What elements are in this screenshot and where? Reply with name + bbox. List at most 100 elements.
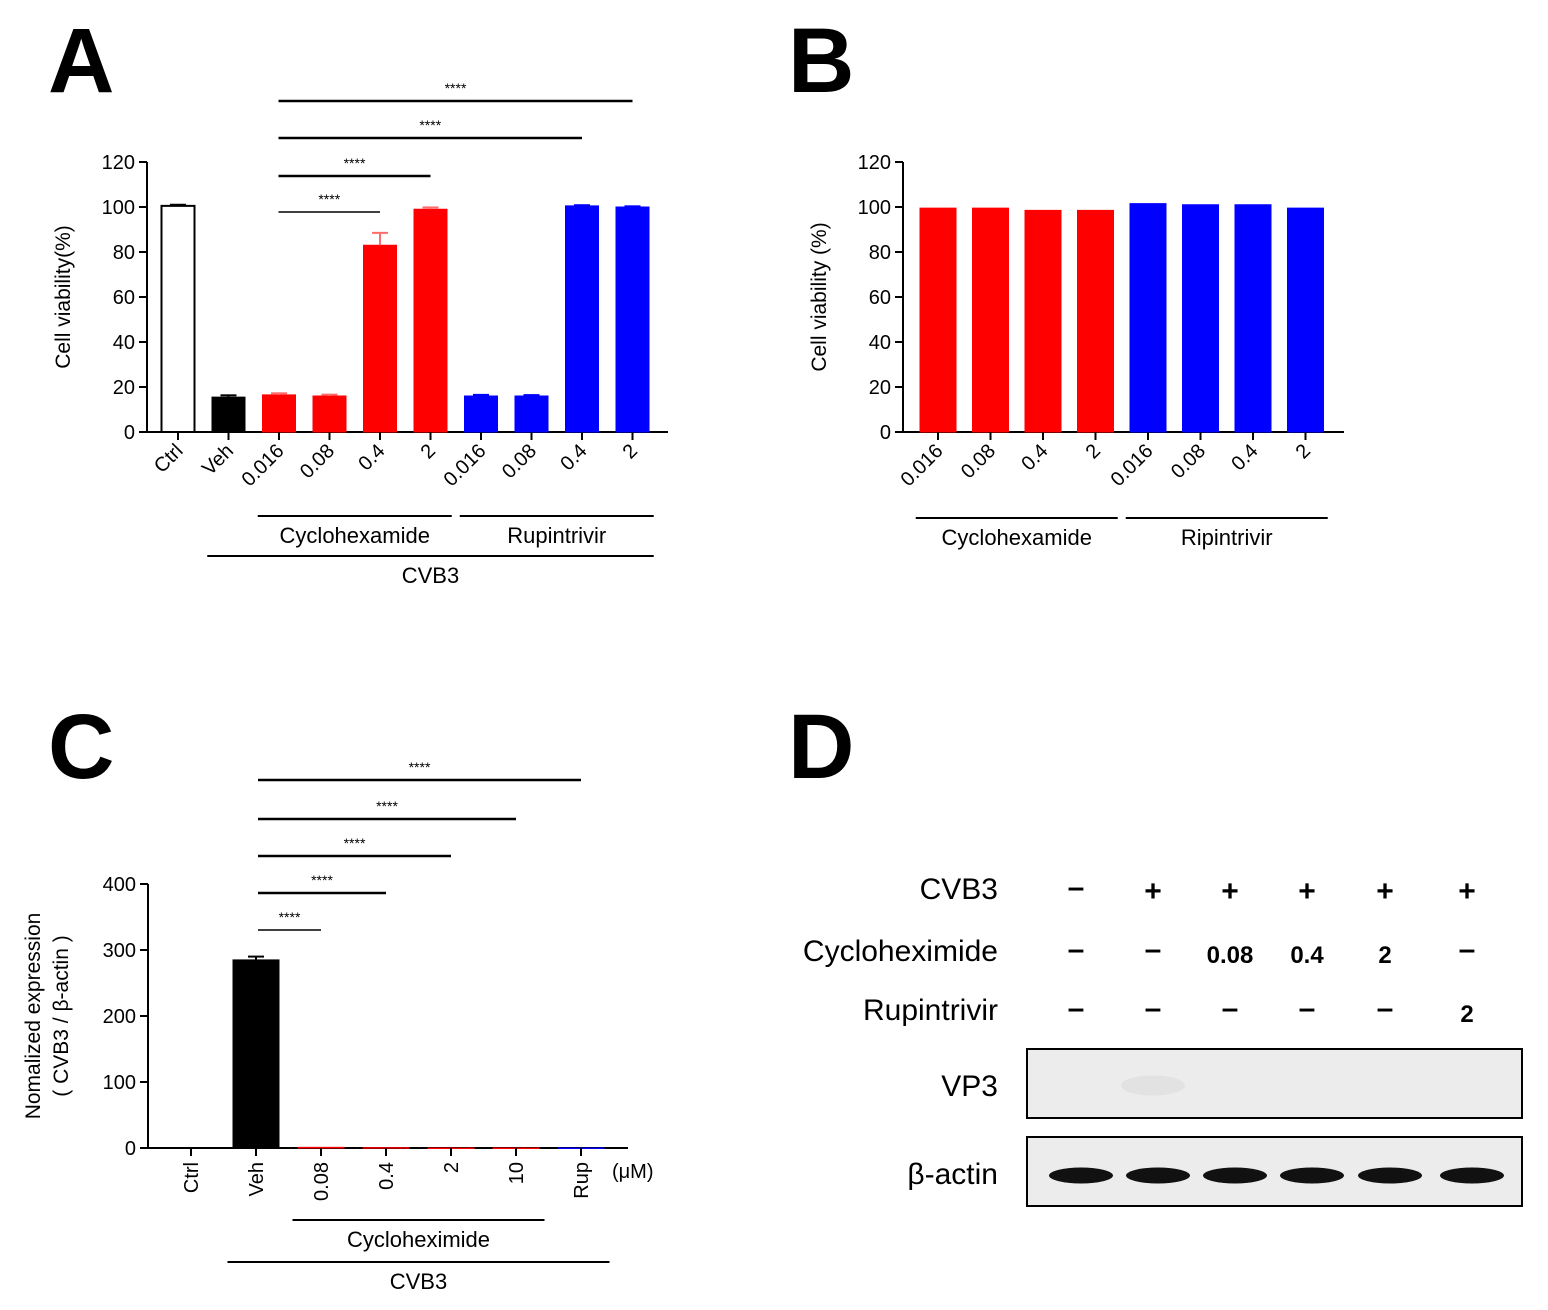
panel-letter-d: D	[788, 696, 854, 798]
x-tick-label: 0.016	[897, 440, 948, 491]
group-label: Cyclohexamide	[280, 523, 430, 548]
x-tick-label: 2	[441, 1162, 463, 1173]
treatment-value: –	[1068, 871, 1085, 904]
blot-band	[1049, 1167, 1113, 1184]
x-tick-label: Ctrl	[150, 440, 188, 478]
bar	[1234, 204, 1272, 433]
treatment-value: –	[1068, 992, 1085, 1025]
blot-label: β-actin	[907, 1158, 998, 1191]
bar	[211, 396, 246, 433]
y-axis-label: Nomalized expression	[22, 913, 45, 1120]
treatment-value: 0.4	[1290, 942, 1324, 969]
y-axis-label: Cell viability (%)	[808, 222, 831, 371]
bar	[297, 1146, 345, 1149]
treatment-label: Cycloheximide	[803, 935, 998, 968]
bar	[1182, 204, 1219, 433]
panel-letter-b: B	[788, 10, 854, 112]
x-tick-label: 0.4	[376, 1162, 398, 1190]
x-tick-label: Veh	[198, 440, 238, 480]
x-tick-label: 0.4	[1017, 440, 1052, 475]
treatment-value: +	[1376, 875, 1394, 908]
panel-letter-a: A	[48, 10, 114, 112]
treatment-value: –	[1299, 992, 1316, 1025]
x-tick-label: 0.08	[1167, 440, 1210, 483]
treatment-value: 0.08	[1207, 942, 1254, 969]
significance-label: ****	[419, 117, 441, 133]
significance-label: ****	[311, 872, 333, 888]
bar	[1129, 203, 1167, 433]
treatment-value: –	[1145, 992, 1162, 1025]
y-tick-label: 80	[869, 242, 891, 264]
blot-label: VP3	[941, 1070, 998, 1103]
treatment-value: 2	[1378, 942, 1391, 969]
y-tick-label: 400	[103, 874, 136, 896]
significance-label: ****	[445, 80, 467, 96]
y-tick-label: 60	[869, 287, 891, 309]
x-tick-label: 0.016	[1107, 440, 1158, 491]
y-tick-label: 200	[103, 1006, 136, 1028]
bar	[1024, 209, 1062, 433]
treatment-value: 2	[1460, 1001, 1473, 1028]
significance-label: ****	[409, 759, 431, 775]
treatment-value: –	[1068, 933, 1085, 966]
y-tick-label: 100	[858, 197, 891, 219]
bar	[160, 204, 196, 433]
bar	[919, 207, 957, 433]
x-tick-label: 2	[417, 440, 440, 463]
x-tick-label: 0.4	[1227, 440, 1262, 475]
bar	[262, 394, 296, 433]
x-tick-label: 2	[1292, 440, 1315, 463]
group-label: CVB3	[390, 1269, 447, 1294]
blot-box	[1026, 1048, 1523, 1119]
y-tick-label: 100	[102, 197, 135, 219]
x-tick-label: 2	[1082, 440, 1105, 463]
treatment-value: +	[1144, 875, 1162, 908]
treatment-value: –	[1145, 933, 1162, 966]
y-tick-label: 60	[113, 287, 135, 309]
western-blot-panel: CVB3 – + + + + + Cycloheximide – – 0.08 0.4 2 – Rupint…	[803, 871, 1523, 1207]
treatment-label: CVB3	[920, 873, 998, 906]
x-tick-label: 10	[506, 1162, 528, 1184]
x-tick-label: 0.016	[238, 440, 289, 491]
bar	[1077, 209, 1114, 433]
y-tick-label: 40	[113, 332, 135, 354]
x-tick-label: 0.08	[498, 440, 541, 483]
group-label: Cycloheximide	[347, 1227, 490, 1252]
bar	[514, 395, 549, 433]
treatment-value: –	[1459, 933, 1476, 966]
significance-label: ****	[344, 835, 366, 851]
treatment-value: +	[1298, 875, 1316, 908]
bar	[615, 206, 650, 433]
significance-label: ****	[344, 155, 366, 171]
bar	[312, 395, 347, 433]
blot-band	[1121, 1075, 1185, 1096]
group-label: Rupintrivir	[507, 523, 606, 548]
panel-letter-c: C	[48, 696, 114, 798]
group-label: CVB3	[402, 563, 459, 588]
unit-label: (μM)	[612, 1161, 654, 1183]
x-tick-label: 0.08	[296, 440, 339, 483]
significance-label: ****	[279, 909, 301, 925]
x-tick-label: 0.4	[354, 440, 389, 475]
y-tick-label: 120	[102, 152, 135, 174]
blot-band	[1203, 1167, 1267, 1184]
y-axis-label: ( CVB3 / β-actin )	[50, 935, 73, 1096]
bar	[1287, 207, 1324, 433]
bar	[464, 395, 498, 433]
x-tick-label: 0.08	[311, 1162, 333, 1201]
blot-box	[1026, 1136, 1523, 1207]
chart-c: 0 100 200 300 400 Nomalized expression( CVB3 …	[22, 759, 654, 1294]
y-tick-label: 40	[869, 332, 891, 354]
x-tick-label: 0.016	[440, 440, 491, 491]
y-tick-label: 300	[103, 940, 136, 962]
bar	[972, 207, 1009, 433]
group-label: Cyclohexamide	[942, 525, 1092, 550]
x-tick-label: Rup	[571, 1162, 593, 1199]
blot-band	[1440, 1167, 1504, 1184]
y-tick-label: 20	[113, 377, 135, 399]
bar	[565, 205, 599, 433]
significance-label: ****	[376, 798, 398, 814]
